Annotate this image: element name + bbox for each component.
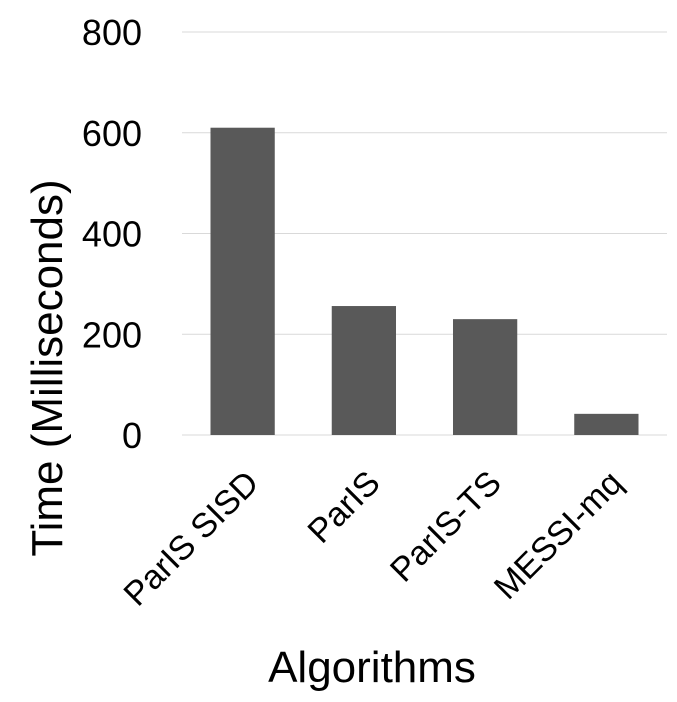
bar — [574, 413, 639, 435]
bar — [331, 306, 397, 435]
y-tick-label: 400 — [82, 214, 142, 255]
y-tick-label: 200 — [82, 314, 142, 355]
y-tick-label: 800 — [82, 12, 142, 53]
y-tick-label: 0 — [122, 415, 142, 456]
x-tick-label: ParIS-TS — [383, 464, 509, 590]
y-tick-label: 600 — [82, 113, 142, 154]
y-axis-title: Time (Milliseconds) — [23, 179, 72, 556]
bar — [452, 319, 518, 435]
x-tick-label: ParIS SISD — [116, 464, 266, 614]
x-tick-label: MESSI-mq — [487, 464, 630, 607]
x-axis-title: Algorithms — [268, 643, 476, 692]
bar — [210, 127, 275, 436]
x-tick-label: ParIS — [301, 464, 388, 551]
